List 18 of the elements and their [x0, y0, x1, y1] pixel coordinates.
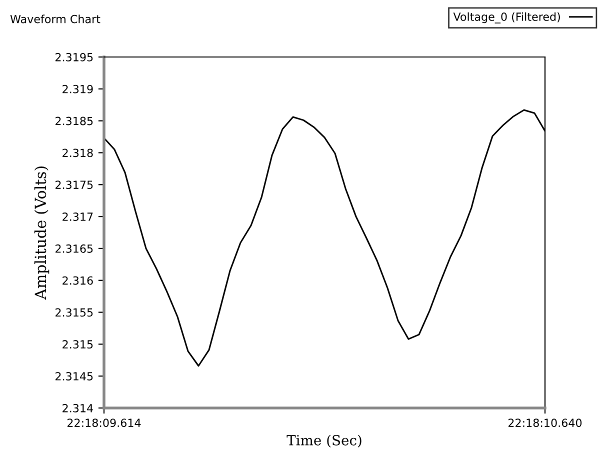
- y-tick-label: 2.3195: [56, 52, 93, 62]
- x-tick-label: 22:18:10.640: [508, 418, 582, 428]
- y-axis-title: Amplitude (Volts): [34, 166, 50, 300]
- y-tick-label: 2.319: [62, 84, 93, 94]
- y-tick-label: 2.315: [62, 340, 93, 349]
- y-tick-label: 2.317: [62, 212, 93, 221]
- y-tick-label: 2.3185: [56, 116, 93, 126]
- y-tick-label: 2.3145: [56, 372, 93, 380]
- y-tick-label: 2.3155: [56, 308, 93, 317]
- y-tick-label: 2.3165: [56, 244, 93, 253]
- x-tick-label: 22:18:09.614: [67, 418, 141, 428]
- y-tick-label: 2.314: [62, 404, 93, 412]
- y-tick-label: 2.318: [62, 148, 93, 158]
- legend-label: Voltage_0 (Filtered): [453, 12, 560, 24]
- x-axis-title: Time (Sec): [286, 434, 362, 448]
- chart-title: Waveform Chart: [10, 14, 100, 24]
- y-tick-label: 2.3175: [56, 180, 93, 190]
- y-tick-label: 2.316: [62, 276, 93, 285]
